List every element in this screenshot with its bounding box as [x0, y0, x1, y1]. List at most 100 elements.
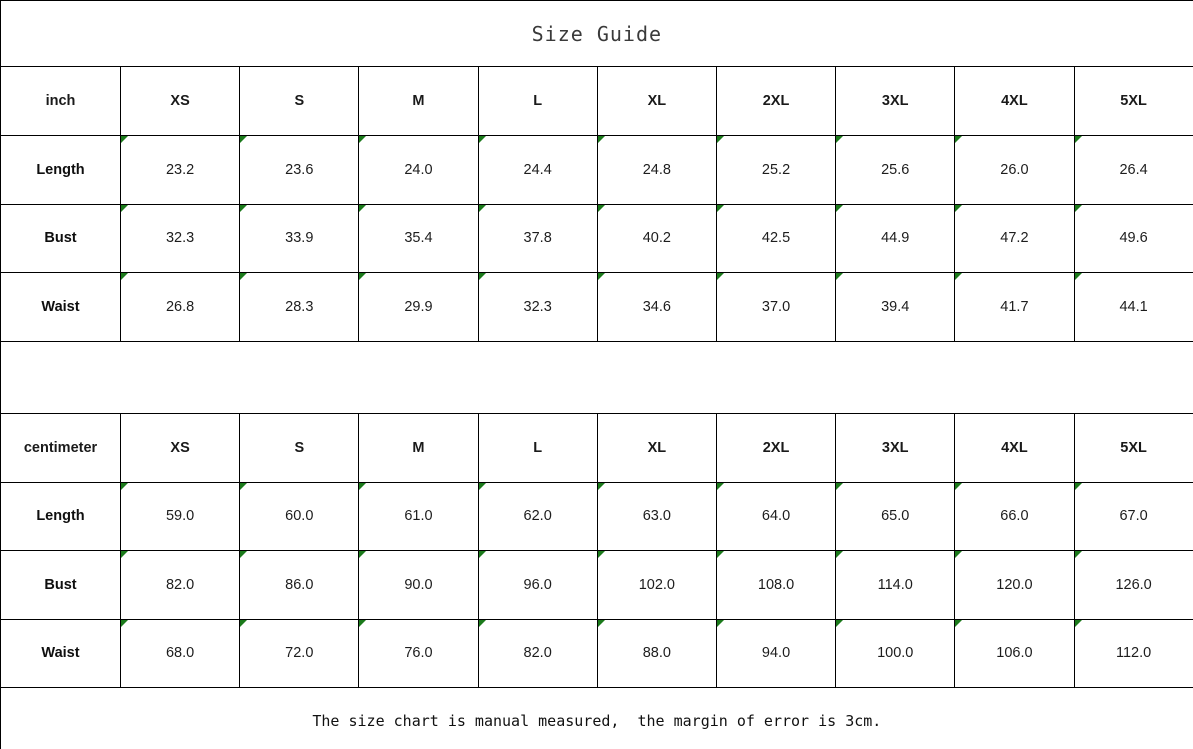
size-header-3xl-text: 3XL	[881, 93, 909, 109]
size-header-s: S	[239, 66, 360, 136]
measure-cell-text: 26.4	[1119, 161, 1148, 178]
measure-cell-text: 25.2	[761, 161, 791, 178]
measure-cell: 82.0	[119, 550, 241, 620]
measure-cell: 114.0	[835, 550, 956, 620]
measure-cell-text: 33.9	[285, 230, 314, 247]
cell-warning-triangle-icon	[359, 482, 367, 490]
measure-cell-text: 23.2	[165, 161, 195, 178]
measure-cell-text: 25.6	[881, 161, 910, 178]
measure-cell-text: 72.0	[285, 645, 314, 662]
unit-header-centimeter-text: centimeter	[23, 439, 98, 456]
measure-cell: 64.0	[715, 481, 837, 551]
cell-warning-triangle-icon	[716, 136, 724, 143]
measure-cell-text: 35.4	[404, 230, 433, 247]
measure-cell-text: 90.0	[404, 576, 433, 593]
measure-cell: 106.0	[954, 618, 1075, 688]
measure-cell: 26.0	[954, 135, 1075, 205]
measure-cell-text: 62.0	[523, 508, 552, 525]
measure-cell-text: 42.5	[761, 230, 791, 247]
cell-warning-triangle-icon	[597, 136, 605, 143]
measure-cell: 26.8	[119, 272, 241, 342]
measure-cell: 39.4	[835, 272, 956, 342]
measure-cell: 25.6	[835, 135, 956, 205]
measure-cell: 24.4	[477, 135, 598, 205]
measure-cell-text: 49.6	[1119, 230, 1148, 247]
cell-warning-triangle-icon	[836, 204, 844, 212]
measure-cell: 90.0	[358, 550, 479, 620]
measure-label-bust: Bust	[0, 203, 121, 273]
cell-warning-triangle-icon	[836, 619, 844, 627]
measure-label-bust: Bust	[0, 550, 121, 620]
cell-warning-triangle-icon	[359, 136, 367, 143]
size-header-3xl-text: 3XL	[881, 439, 909, 456]
size-header-m-text: M	[412, 439, 425, 456]
size-header-xs-text: XS	[170, 93, 190, 109]
size-header-l-text: L	[533, 93, 543, 109]
measure-cell: 44.9	[835, 203, 956, 273]
size-header-5xl-text: 5XL	[1120, 93, 1147, 109]
unit-header-inch-text: inch	[45, 93, 76, 109]
cell-warning-triangle-icon	[1074, 273, 1082, 280]
cell-warning-triangle-icon	[955, 136, 963, 143]
measure-cell: 63.0	[596, 481, 717, 551]
cell-warning-triangle-icon	[597, 273, 605, 280]
measure-cell-text: 96.0	[523, 576, 552, 593]
size-header-2xl-text: 2XL	[762, 439, 790, 456]
measure-cell-text: 47.2	[1000, 230, 1029, 247]
cell-warning-triangle-icon	[716, 619, 724, 627]
measure-cell-text: 106.0	[996, 645, 1033, 662]
measure-cell-text: 120.0	[996, 576, 1033, 593]
cell-warning-triangle-icon	[716, 204, 724, 212]
size-header-l: L	[477, 66, 598, 136]
measure-cell-text: 108.0	[757, 576, 795, 593]
table-spacer-cell	[0, 340, 1193, 414]
size-header-xl: XL	[596, 412, 717, 483]
measure-cell-text: 68.0	[165, 645, 195, 662]
table-row: Bust 32.3 33.9 35.4 37.8 40.2 42.5 44.9 47.2 49.6	[0, 203, 1193, 273]
cell-warning-triangle-icon	[597, 551, 605, 558]
measure-cell-text: 29.9	[404, 298, 433, 315]
measure-cell: 72.0	[239, 618, 360, 688]
measure-cell-text: 23.6	[285, 161, 314, 178]
measure-cell: 59.0	[119, 481, 241, 551]
size-header-2xl: 2XL	[715, 412, 837, 483]
measure-cell-text: 61.0	[404, 508, 433, 525]
measure-cell: 26.4	[1073, 135, 1193, 205]
title-row: Size Guide	[0, 0, 1193, 67]
measure-cell: 112.0	[1073, 618, 1193, 688]
measure-label-waist: Waist	[0, 618, 121, 688]
measure-cell: 32.3	[477, 272, 598, 342]
measure-cell: 102.0	[596, 550, 717, 620]
size-header-xs: XS	[119, 66, 241, 136]
measure-label-waist: Waist	[0, 272, 121, 342]
size-header-4xl-text: 4XL	[1001, 93, 1028, 109]
table-row: Waist 26.8 28.3 29.9 32.3 34.6 37.0 39.4 41.7 44.…	[0, 272, 1193, 342]
measure-cell: 68.0	[119, 618, 241, 688]
measure-cell: 23.2	[119, 135, 241, 205]
measure-cell-text: 102.0	[638, 576, 675, 593]
cell-warning-triangle-icon	[955, 204, 963, 212]
measure-label-bust-text: Bust	[44, 576, 77, 593]
size-header-l: L	[477, 412, 598, 483]
size-header-xs: XS	[119, 412, 241, 483]
measure-cell: 28.3	[239, 272, 360, 342]
cell-warning-triangle-icon	[836, 551, 844, 558]
measure-cell: 32.3	[119, 203, 241, 273]
size-header-xl-text: XL	[647, 93, 667, 109]
measure-cell: 60.0	[239, 481, 360, 551]
measure-cell-text: 26.8	[165, 298, 195, 315]
size-header-m: M	[358, 66, 479, 136]
measure-cell-text: 32.3	[523, 298, 552, 315]
cell-warning-triangle-icon	[1074, 619, 1082, 627]
measure-cell: 94.0	[715, 618, 837, 688]
size-header-4xl: 4XL	[954, 412, 1075, 483]
cell-warning-triangle-icon	[121, 619, 128, 627]
measure-cell-text: 28.3	[285, 298, 314, 315]
size-header-s-text: S	[294, 439, 305, 456]
cell-warning-triangle-icon	[955, 619, 963, 627]
measure-cell-text: 88.0	[642, 645, 671, 662]
measure-cell: 65.0	[835, 481, 956, 551]
measure-cell-text: 34.6	[642, 298, 671, 315]
cell-warning-triangle-icon	[240, 136, 248, 143]
size-header-xl-text: XL	[647, 439, 667, 456]
